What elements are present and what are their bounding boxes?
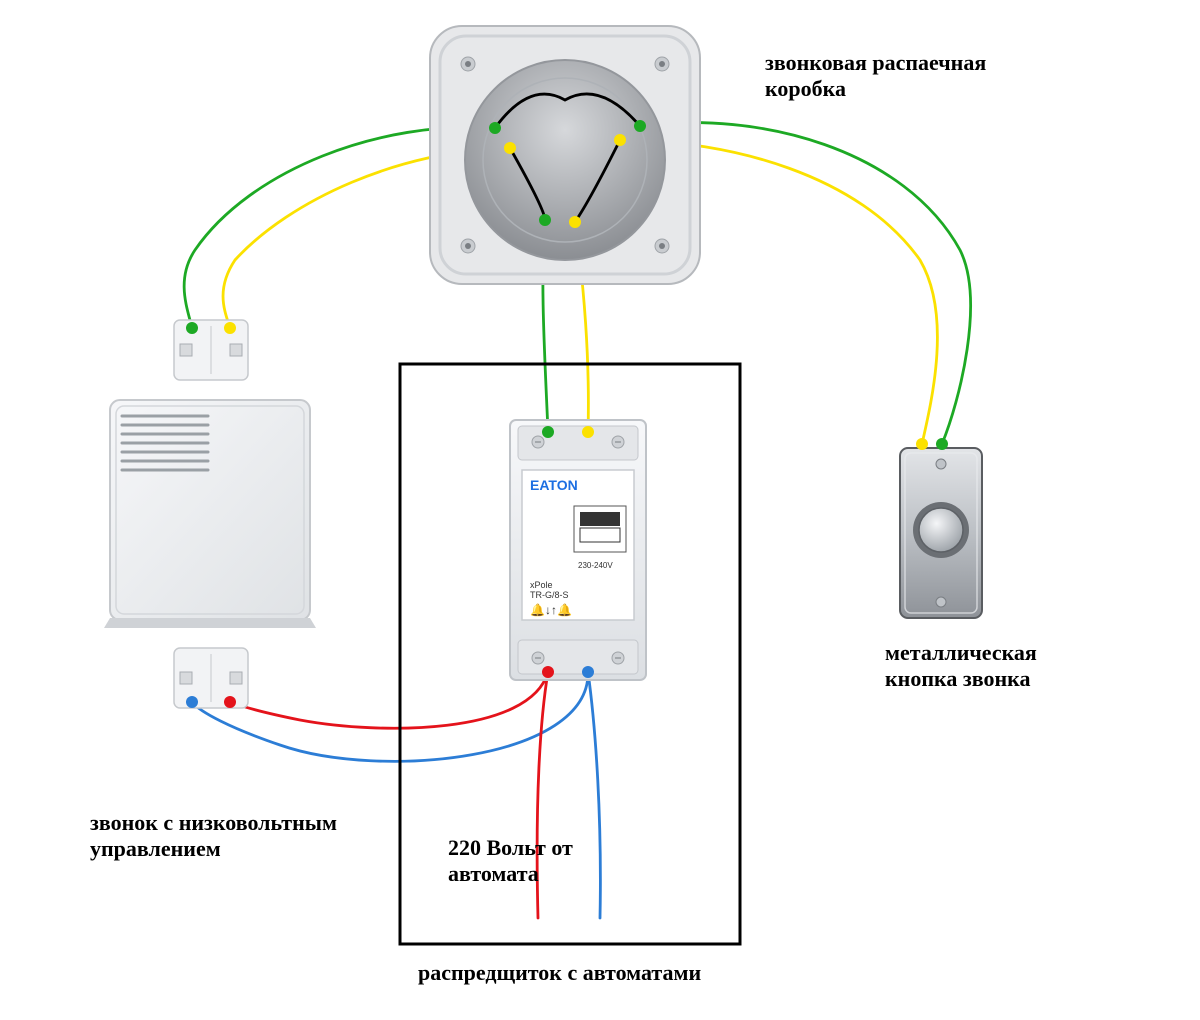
label-dist-box: распредщиток с автоматами bbox=[418, 960, 701, 986]
din-transformer: EATON230-240VxPoleTR-G/8-S🔔↓↑🔔 bbox=[510, 420, 646, 680]
wire-node bbox=[186, 696, 198, 708]
junction-box bbox=[430, 26, 700, 284]
wire-node bbox=[539, 214, 551, 226]
wiring-diagram: EATON230-240VxPoleTR-G/8-S🔔↓↑🔔 bbox=[0, 0, 1200, 1020]
wire-node bbox=[224, 322, 236, 334]
doorbell-button bbox=[900, 448, 982, 618]
button-push[interactable] bbox=[919, 508, 963, 552]
wire-node bbox=[582, 666, 594, 678]
wire-node bbox=[614, 134, 626, 146]
label-chime: звонок с низковольтным управлением bbox=[90, 810, 337, 863]
wire-node bbox=[634, 120, 646, 132]
wire-xfmr-chime-blue bbox=[192, 672, 588, 761]
label-mains: 220 Вольт от автомата bbox=[448, 835, 573, 888]
transformer-brand: EATON bbox=[530, 477, 578, 493]
wire-node bbox=[936, 438, 948, 450]
label-button: металлическая кнопка звонка bbox=[885, 640, 1037, 693]
svg-text:🔔↓↑🔔: 🔔↓↑🔔 bbox=[530, 603, 572, 617]
wire-node bbox=[542, 666, 554, 678]
wire-node bbox=[504, 142, 516, 154]
wire-xfmr-chime-red bbox=[230, 672, 548, 728]
wire-mains-blue bbox=[588, 672, 600, 918]
wire-node bbox=[569, 216, 581, 228]
wire-node bbox=[224, 696, 236, 708]
wire-node bbox=[186, 322, 198, 334]
components-layer: EATON230-240VxPoleTR-G/8-S🔔↓↑🔔 bbox=[104, 26, 982, 944]
wire-node bbox=[582, 426, 594, 438]
svg-text:230-240V: 230-240V bbox=[578, 561, 613, 570]
wire-node bbox=[542, 426, 554, 438]
wire-node bbox=[916, 438, 928, 450]
label-junction-box: звонковая распаечная коробка bbox=[765, 50, 986, 103]
doorbell-chime bbox=[104, 320, 316, 708]
wire-node bbox=[489, 122, 501, 134]
